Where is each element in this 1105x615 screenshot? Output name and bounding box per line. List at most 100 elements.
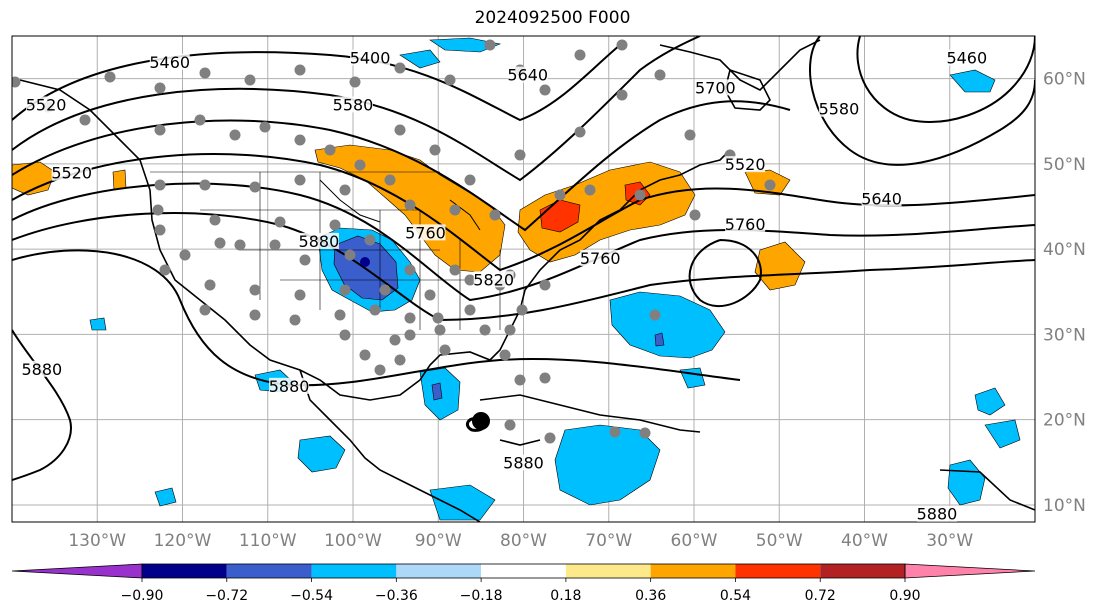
station-dot [154, 124, 166, 136]
station-dot [244, 74, 256, 86]
colorbar-segment [226, 564, 312, 578]
station-dot [499, 349, 511, 361]
station-dot [404, 329, 416, 341]
negative-anomaly-areas [89, 37, 1021, 521]
station-dot [179, 249, 191, 261]
station-dot [654, 69, 666, 81]
colorbar-tick-label: −0.90 [121, 588, 164, 604]
station-dot [439, 344, 451, 356]
station-dot [229, 129, 241, 141]
colorbar-segment [820, 564, 905, 578]
colorbar-segment [481, 564, 566, 578]
colorbar-tick-label: −0.54 [290, 588, 333, 604]
station-dot [609, 426, 621, 438]
station-dot [584, 184, 596, 196]
station-dot [249, 284, 261, 296]
station-dot [464, 174, 476, 186]
contour-label-background [861, 190, 902, 207]
station-dot [152, 204, 164, 216]
longitude-labels: 130°W 120°W 110°W 100°W 90°W 80°W 70°W 60°W 50°W… [68, 531, 973, 551]
colorbar-tick-label: −0.72 [205, 588, 248, 604]
colorbar-min-arrow [11, 563, 143, 579]
contour-label: 5640 [507, 66, 548, 85]
colorbar-tick-label: 0.18 [550, 588, 581, 604]
station-dot [344, 249, 356, 261]
station-dot [269, 239, 281, 251]
colorbar-tick-label: −0.36 [375, 588, 418, 604]
colorbar-segment [396, 564, 482, 578]
contour-label: 5640 [861, 189, 902, 208]
station-dot [294, 64, 306, 76]
height-contours [12, 36, 1035, 481]
station-dot [294, 134, 306, 146]
station-dot [504, 419, 516, 431]
longitude-tick-label: 60°W [671, 531, 718, 551]
station-dot [259, 121, 271, 133]
contour-label-background [350, 49, 391, 66]
contour-label: 5460 [946, 49, 987, 68]
station-dot [379, 284, 391, 296]
station-dot [394, 124, 406, 136]
station-dot [384, 174, 396, 186]
longitude-tick-label: 90°W [415, 531, 462, 551]
colorbar-segment [565, 564, 651, 578]
station-dot [649, 309, 661, 321]
contour-label: 5880 [299, 232, 340, 251]
contour-label: 5880 [917, 505, 958, 524]
station-dot [364, 234, 376, 246]
station-dot [554, 189, 566, 201]
station-dot [204, 279, 216, 291]
station-dot [199, 304, 211, 316]
colorbar-segment [735, 564, 821, 578]
station-dot [394, 62, 406, 74]
station-dot [339, 329, 351, 341]
station-dot [159, 264, 171, 276]
latitude-tick-label: 50°N [1043, 155, 1086, 175]
station-dot [154, 224, 166, 236]
map-title: 2024092500 F000 [474, 8, 631, 28]
contour-label: 5880 [269, 377, 310, 396]
station-dot [634, 189, 646, 201]
station-dot [199, 67, 211, 79]
contour-label-background [473, 271, 514, 288]
contour-label-background [51, 164, 92, 181]
longitude-tick-label: 100°W [324, 531, 382, 551]
station-dot [764, 179, 776, 191]
station-dot [354, 159, 366, 171]
station-dot [489, 209, 501, 221]
latitude-tick-label: 60°N [1043, 70, 1086, 90]
station-dot [639, 427, 651, 439]
station-dot [544, 432, 556, 444]
station-dot [479, 324, 491, 336]
contour-label-background [580, 249, 621, 266]
station-dot [616, 89, 628, 101]
station-dot [12, 76, 21, 88]
contour-label: 5580 [819, 100, 860, 119]
station-dot [324, 144, 336, 156]
station-dot [289, 314, 301, 326]
station-dot [249, 181, 261, 193]
station-dot [404, 264, 416, 276]
map-frame [11, 35, 1036, 523]
contour-label-background [725, 215, 766, 232]
station-dot [504, 324, 516, 336]
station-dot [329, 219, 341, 231]
contour-label: 5700 [695, 78, 736, 97]
station-dot [339, 284, 351, 296]
station-dot [432, 312, 444, 324]
colorbar-tick-label: 0.72 [805, 588, 836, 604]
station-dot [449, 264, 461, 276]
colorbar-tick-label: 0.90 [889, 588, 920, 604]
coastlines [19, 39, 1035, 522]
contour-label-background [333, 96, 373, 113]
station-dot [429, 144, 441, 156]
station-dot [299, 254, 311, 266]
contour-label-background [507, 66, 548, 83]
station-dot [349, 76, 361, 88]
latitude-labels: 60°N 50°N 40°N 30°N 20°N 10°N [1043, 70, 1086, 516]
contour-label-background [946, 49, 987, 66]
colorbar-tick-label: 0.36 [635, 588, 666, 604]
station-dot [539, 84, 551, 96]
contour-label: 5760 [725, 215, 766, 234]
